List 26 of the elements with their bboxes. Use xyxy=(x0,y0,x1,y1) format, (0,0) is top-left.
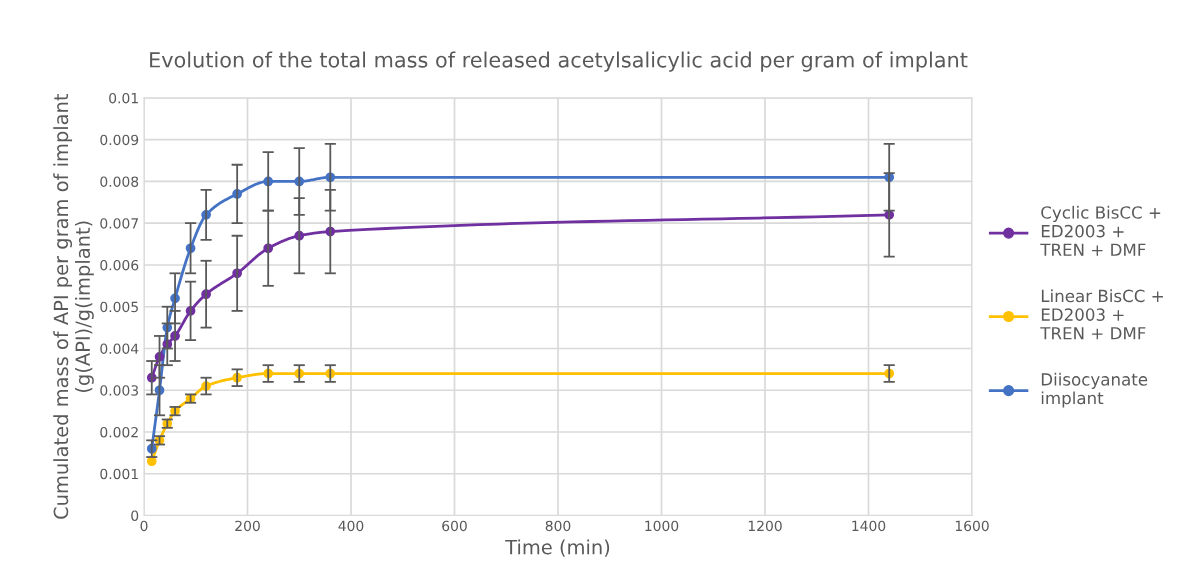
y-tick-label: 0.01 xyxy=(109,92,138,104)
legend-label: Linear BisCC + ED2003 + TREN + DMF xyxy=(1040,289,1163,340)
x-tick-label: 600 xyxy=(442,520,467,532)
x-tick-label: 1000 xyxy=(645,520,679,532)
y-tick-label: 0 xyxy=(131,510,139,521)
x-tick-label: 0 xyxy=(140,520,148,532)
y-tick-label: 0.003 xyxy=(100,385,139,396)
x-axis-title: Time (min) xyxy=(505,539,610,557)
y-axis-title: Cumulated mass of API per gram of implant (g(API)/g(implant) xyxy=(53,93,94,519)
x-tick-label: 1400 xyxy=(852,520,886,532)
y-tick-label: 0.002 xyxy=(100,426,138,438)
legend-label: Cyclic BisCC + ED2003 + TREN + DMF xyxy=(1040,205,1161,256)
y-tick-label: 0.004 xyxy=(100,343,139,354)
x-tick-label: 200 xyxy=(235,520,260,532)
y-tick-label: 0.001 xyxy=(100,468,138,480)
x-tick-label: 800 xyxy=(545,520,571,532)
legend-label: Diisocyanate implant xyxy=(1041,372,1148,408)
chart-title: Evolution of the total mass of released acetylsalicylic acid per gram of implant xyxy=(150,51,968,72)
x-tick-label: 400 xyxy=(338,520,364,532)
y-tick-label: 0.006 xyxy=(100,259,139,271)
y-tick-label: 0.005 xyxy=(100,301,138,313)
y-tick-label: 0.007 xyxy=(100,218,138,229)
x-tick-label: 1600 xyxy=(955,520,989,532)
y-tick-label: 0.009 xyxy=(100,134,139,146)
y-tick-label: 0.008 xyxy=(100,176,139,187)
x-tick-label: 1200 xyxy=(748,520,782,532)
